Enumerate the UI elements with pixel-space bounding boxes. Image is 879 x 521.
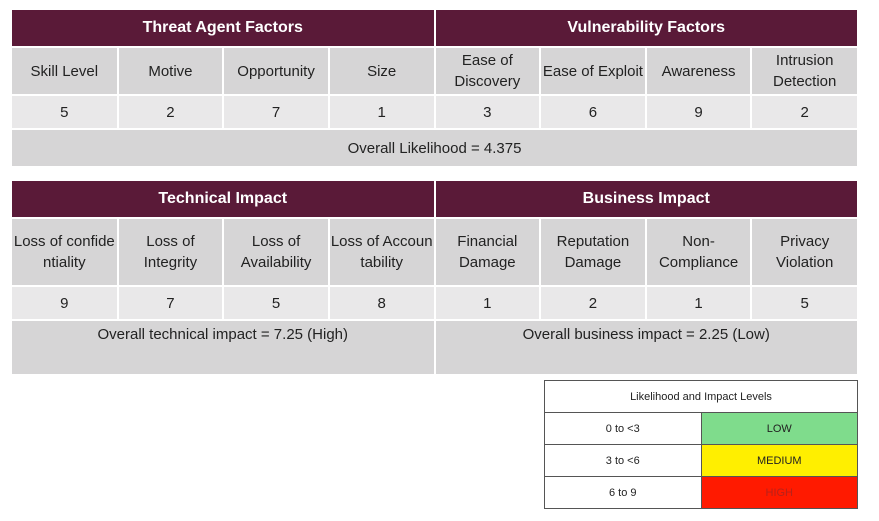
vulnerability-factors-header: Vulnerability Factors [434,10,857,47]
impact-value-loss-of-availability: 5 [223,285,330,320]
impact-label-loss-of-accountability: Loss of Accountability [328,217,436,286]
impact-value-loss-of-integrity: 7 [117,285,225,320]
factor-label-opportunity: Opportunity [223,46,330,95]
factor-label-intrusion-detection: Intrusion Detection [751,46,857,95]
factor-label-ease-of-discovery: Ease of Discovery [434,46,542,95]
overall-likelihood: Overall Likelihood = 4.375 [12,128,857,166]
factor-value-ease-of-exploit: 6 [540,94,647,129]
impact-label-privacy-violation: Privacy Violation [751,217,857,286]
impact-value-non-compliance: 1 [645,285,753,320]
impact-value-loss-of-confidentiality: 9 [12,285,119,320]
factor-label-size: Size [328,46,436,95]
level-label-medium: MEDIUM [700,444,858,477]
levels-legend-title: Likelihood and Impact Levels [544,380,858,413]
threat-agent-factors-header: Threat Agent Factors [12,10,436,47]
level-label-high: HIGH [700,476,858,509]
overall-technical-impact: Overall technical impact = 7.25 (High) [12,319,436,374]
factor-value-awareness: 9 [645,94,753,129]
impact-value-loss-of-accountability: 8 [328,285,436,320]
impact-value-reputation-damage: 2 [540,285,647,320]
level-row-medium: 3 to <6 MEDIUM [544,444,858,477]
factor-value-opportunity: 7 [223,94,330,129]
impact-label-loss-of-availability: Loss of Availability [223,217,330,286]
factor-value-skill-level: 5 [12,94,119,129]
level-range-medium: 3 to <6 [544,444,702,477]
factor-value-size: 1 [328,94,436,129]
factor-label-skill-level: Skill Level [12,46,119,95]
likelihood-table: Threat Agent Factors Vulnerability Facto… [12,10,857,166]
impact-label-non-compliance: Non-Compliance [645,217,753,286]
overall-business-impact: Overall business impact = 2.25 (Low) [434,319,857,374]
impact-value-privacy-violation: 5 [751,285,857,320]
impact-table: Technical Impact Business Impact Loss of… [12,181,857,374]
factor-label-awareness: Awareness [645,46,753,95]
level-row-high: 6 to 9 HIGH [544,476,858,509]
factor-label-ease-of-exploit: Ease of Exploit [540,46,647,95]
impact-label-financial-damage: Financial Damage [434,217,542,286]
level-range-low: 0 to <3 [544,412,702,445]
business-impact-header: Business Impact [434,181,857,218]
impact-label-loss-of-confidentiality: Loss of confidentiality [12,217,119,286]
factor-label-motive: Motive [117,46,225,95]
impact-label-reputation-damage: Reputation Damage [540,217,647,286]
technical-impact-header: Technical Impact [12,181,436,218]
level-range-high: 6 to 9 [544,476,702,509]
levels-legend: Likelihood and Impact Levels 0 to <3 LOW… [544,380,858,509]
level-row-low: 0 to <3 LOW [544,412,858,445]
factor-value-intrusion-detection: 2 [751,94,857,129]
impact-value-financial-damage: 1 [434,285,542,320]
factor-value-motive: 2 [117,94,225,129]
impact-label-loss-of-integrity: Loss of Integrity [117,217,225,286]
factor-value-ease-of-discovery: 3 [434,94,542,129]
level-label-low: LOW [700,412,858,445]
